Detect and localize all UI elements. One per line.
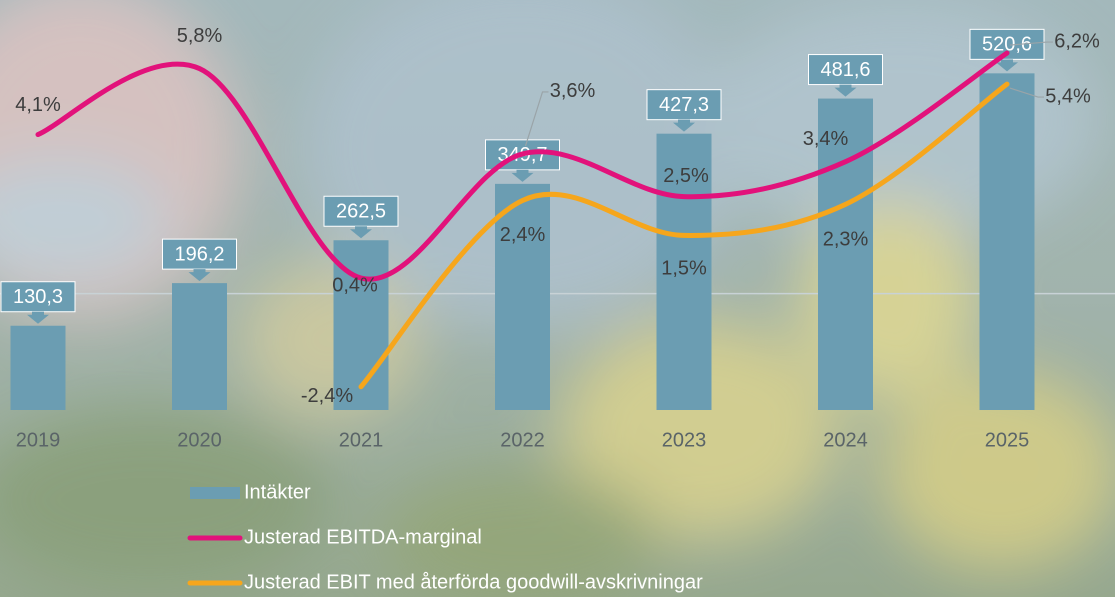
bar	[980, 73, 1035, 410]
value-label: -2,4%	[301, 385, 353, 407]
value-label: 262,5	[336, 201, 386, 223]
value-label: 130,3	[13, 286, 63, 308]
legend-swatch	[190, 487, 240, 499]
legend-label: Justerad EBITDA-marginal	[244, 526, 482, 548]
x-tick-label: 2022	[500, 429, 545, 451]
value-label: 0,4%	[332, 274, 378, 296]
legend-label: Intäkter	[244, 481, 311, 503]
value-label: 2,3%	[823, 229, 869, 251]
x-tick-label: 2023	[662, 429, 707, 451]
value-label: 196,2	[174, 243, 224, 265]
legend-label: Justerad EBIT med återförda goodwill-avs…	[244, 571, 703, 593]
value-label: 481,6	[820, 59, 870, 81]
x-tick-label: 2021	[339, 429, 384, 451]
value-label: 1,5%	[661, 258, 707, 280]
x-tick-label: 2025	[985, 429, 1030, 451]
chart: 2019 2020 2021 2022 2023 2024 2025 130,3 196,2 26…	[0, 0, 1115, 597]
x-tick-label: 2019	[16, 429, 61, 451]
bar	[11, 326, 66, 410]
bar	[495, 184, 550, 410]
value-label: 2,4%	[500, 224, 546, 246]
value-label: 5,8%	[177, 25, 223, 47]
value-label: 3,6%	[550, 80, 596, 102]
value-label: 5,4%	[1045, 85, 1091, 107]
value-label: 2,5%	[663, 165, 709, 187]
x-tick-label: 2024	[823, 429, 868, 451]
value-label: 427,3	[659, 94, 709, 116]
value-label: 4,1%	[15, 94, 61, 116]
bar	[172, 283, 227, 410]
value-label: 6,2%	[1054, 30, 1100, 52]
x-tick-label: 2020	[177, 429, 222, 451]
value-label: 3,4%	[803, 128, 849, 150]
